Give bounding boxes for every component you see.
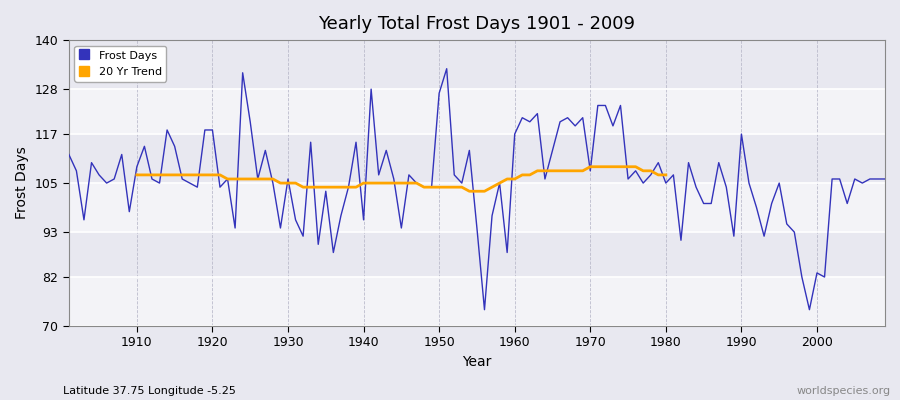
Bar [68, 183, 885, 232]
Bar [68, 277, 885, 326]
Bar [68, 134, 885, 183]
Bar [68, 40, 885, 89]
Bar [68, 232, 885, 277]
Bar [68, 89, 885, 134]
Text: Latitude 37.75 Longitude -5.25: Latitude 37.75 Longitude -5.25 [63, 386, 236, 396]
Title: Yearly Total Frost Days 1901 - 2009: Yearly Total Frost Days 1901 - 2009 [319, 15, 635, 33]
X-axis label: Year: Year [463, 355, 491, 369]
Text: worldspecies.org: worldspecies.org [796, 386, 891, 396]
Legend: Frost Days, 20 Yr Trend: Frost Days, 20 Yr Trend [75, 46, 166, 82]
Y-axis label: Frost Days: Frost Days [15, 147, 29, 220]
